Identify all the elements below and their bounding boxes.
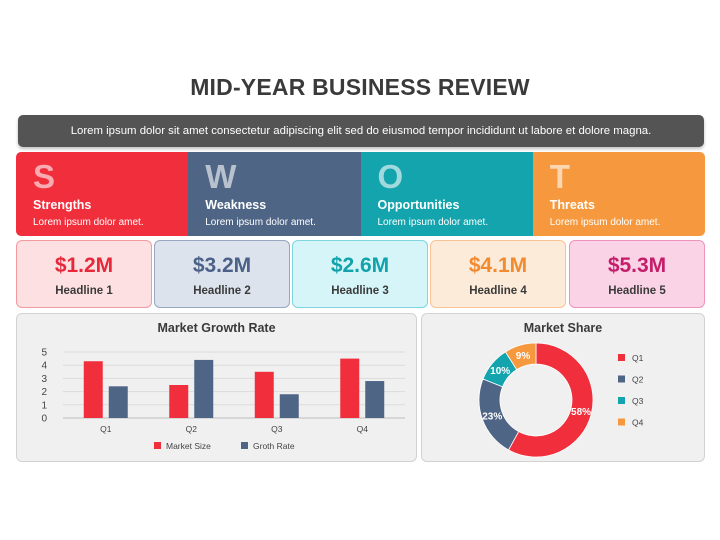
kpi-card-3: $2.6M Headline 3 [292,240,428,308]
subtitle-banner: Lorem ipsum dolor sit amet consectetur a… [18,115,704,147]
bar-groth-rate [279,394,299,418]
bar-groth-rate [365,381,385,418]
bar-chart-title: Market Growth Rate [157,321,276,335]
legend-swatch [618,397,625,404]
bar-market-size [340,358,360,418]
swot-row: S Strengths Lorem ipsum dolor amet. W We… [16,152,705,236]
market-share-panel: Market Share 58% 23% 10% 9% Q1 Q2 Q3 Q4 [421,313,705,462]
kpi-value: $5.3M [607,254,667,277]
swot-heading: Threats [549,198,595,212]
slice-label: 9% [516,351,531,362]
kpi-card-5: $5.3M Headline 5 [569,240,705,308]
bar-market-size [83,361,103,418]
swot-letter: S [33,158,56,195]
legend-label: Market Size [166,441,211,451]
legend-swatch [618,354,625,361]
legend-label: Q3 [632,396,644,406]
swot-weakness: W Weakness Lorem ipsum dolor amet. [188,152,361,236]
kpi-value: $3.2M [192,254,252,277]
slice-label: 23% [482,411,502,422]
donut-chart-title: Market Share [523,321,603,335]
swot-opportunities: O Opportunities Lorem ipsum dolor amet. [360,152,533,236]
legend-swatch [618,375,625,383]
swot-letter: W [205,158,237,195]
donut-slice-q4 [504,342,537,371]
kpi-label: Headline 1 [55,285,113,297]
legend-swatch [154,442,161,449]
y-tick-label: 1 [41,400,47,411]
kpi-card-2: $3.2M Headline 2 [154,240,290,308]
kpi-label: Headline 3 [331,285,389,297]
page-title: MID-YEAR BUSINESS REVIEW [190,74,530,100]
kpi-label: Headline 4 [469,285,527,297]
y-tick-label: 0 [41,414,47,425]
kpi-card-1: $1.2M Headline 1 [16,240,152,308]
swot-letter: O [377,158,404,195]
bar-groth-rate [194,359,214,418]
swot-heading: Weakness [205,198,267,212]
legend-label: Q4 [632,418,644,428]
x-tick-label: Q3 [271,424,283,434]
x-tick-label: Q2 [186,424,198,434]
subtitle-text: Lorem ipsum dolor sit amet consectetur a… [70,125,652,137]
market-growth-panel: Market Growth Rate 0 1 2 3 4 5 Q1 Q2 Q3 Q4 Market … [16,313,417,462]
kpi-label: Headline 2 [193,285,251,297]
swot-letter: T [549,158,570,195]
y-tick-label: 3 [41,374,47,385]
donut-slice-q1 [507,342,594,458]
swot-heading: Strengths [33,198,92,212]
slice-label: 58% [571,407,591,418]
kpi-value: $1.2M [54,254,114,277]
y-tick-label: 4 [41,361,47,372]
legend-label: Q2 [632,375,644,385]
legend-label: Q1 [632,353,644,363]
y-tick-label: 5 [41,348,47,359]
legend-swatch [618,418,625,426]
x-tick-label: Q1 [100,424,112,434]
swot-strengths: S Strengths Lorem ipsum dolor amet. [16,152,189,236]
swot-text: Lorem ipsum dolor amet. [205,217,316,228]
swot-heading: Opportunities [377,198,460,212]
swot-text: Lorem ipsum dolor amet. [33,217,144,228]
swot-text: Lorem ipsum dolor amet. [377,217,489,228]
bar-market-size [254,371,274,418]
kpi-value: $2.6M [330,254,390,277]
kpi-label: Headline 5 [608,285,666,297]
x-tick-label: Q4 [357,424,369,434]
donut-chart: 58% 23% 10% 9% Q1 Q2 Q3 Q4 [478,342,644,458]
swot-threats: T Threats Lorem ipsum dolor amet. [532,152,705,236]
bar-market-size [169,385,189,418]
legend-swatch [241,442,248,449]
kpi-row: $1.2M Headline 1 $3.2M Headline 2 $2.6M … [16,240,705,308]
bar-chart: 0 1 2 3 4 5 Q1 Q2 Q3 Q4 Market Size Groth Rate [41,348,405,451]
kpi-card-4: $4.1M Headline 4 [430,240,566,308]
bar-groth-rate [108,386,128,418]
legend-label: Groth Rate [253,441,295,451]
slice-label: 10% [490,366,510,377]
kpi-value: $4.1M [468,254,528,277]
y-tick-label: 2 [41,387,47,398]
swot-text: Lorem ipsum dolor amet. [549,217,661,228]
